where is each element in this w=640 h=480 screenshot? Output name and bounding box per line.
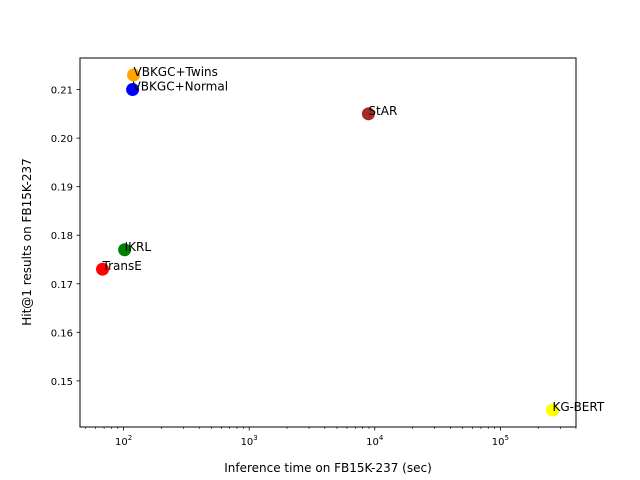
y-tick-label: 0.21 [51, 86, 73, 97]
y-tick-label: 0.20 [51, 134, 73, 145]
y-tick-label: 0.16 [51, 328, 73, 339]
data-point [126, 83, 140, 97]
point-label: VBKGC+Normal [133, 80, 228, 94]
x-tick-label: 103 [241, 434, 258, 448]
data-point [118, 243, 132, 257]
y-tick-label: 0.17 [51, 280, 73, 291]
point-label: VBKGC+Twins [134, 65, 218, 79]
y-tick-label: 0.19 [51, 183, 73, 194]
x-tick-label: 105 [492, 434, 509, 448]
data-point [96, 262, 110, 276]
point-label: TransE [102, 259, 142, 273]
point-label: StAR [368, 104, 397, 118]
data-point [546, 403, 560, 417]
data-point [127, 68, 141, 82]
x-axis-label: Inference time on FB15K-237 (sec) [224, 461, 432, 475]
y-axis-label: Hit@1 results on FB15K-237 [20, 158, 34, 326]
y-tick-label: 0.18 [51, 231, 73, 242]
y-tick-label: 0.15 [51, 377, 73, 388]
x-axis-ticks: 102 103 104 105 [85, 427, 577, 448]
y-axis-ticks: 0.15 0.16 0.17 0.18 0.19 0.20 0.21 [51, 86, 80, 388]
data-point [361, 107, 375, 121]
x-tick-label: 102 [115, 434, 132, 448]
point-label: KG-BERT [553, 400, 605, 414]
point-label: IKRL [125, 240, 152, 254]
plot-frame [79, 57, 577, 428]
x-tick-label: 104 [366, 434, 384, 448]
